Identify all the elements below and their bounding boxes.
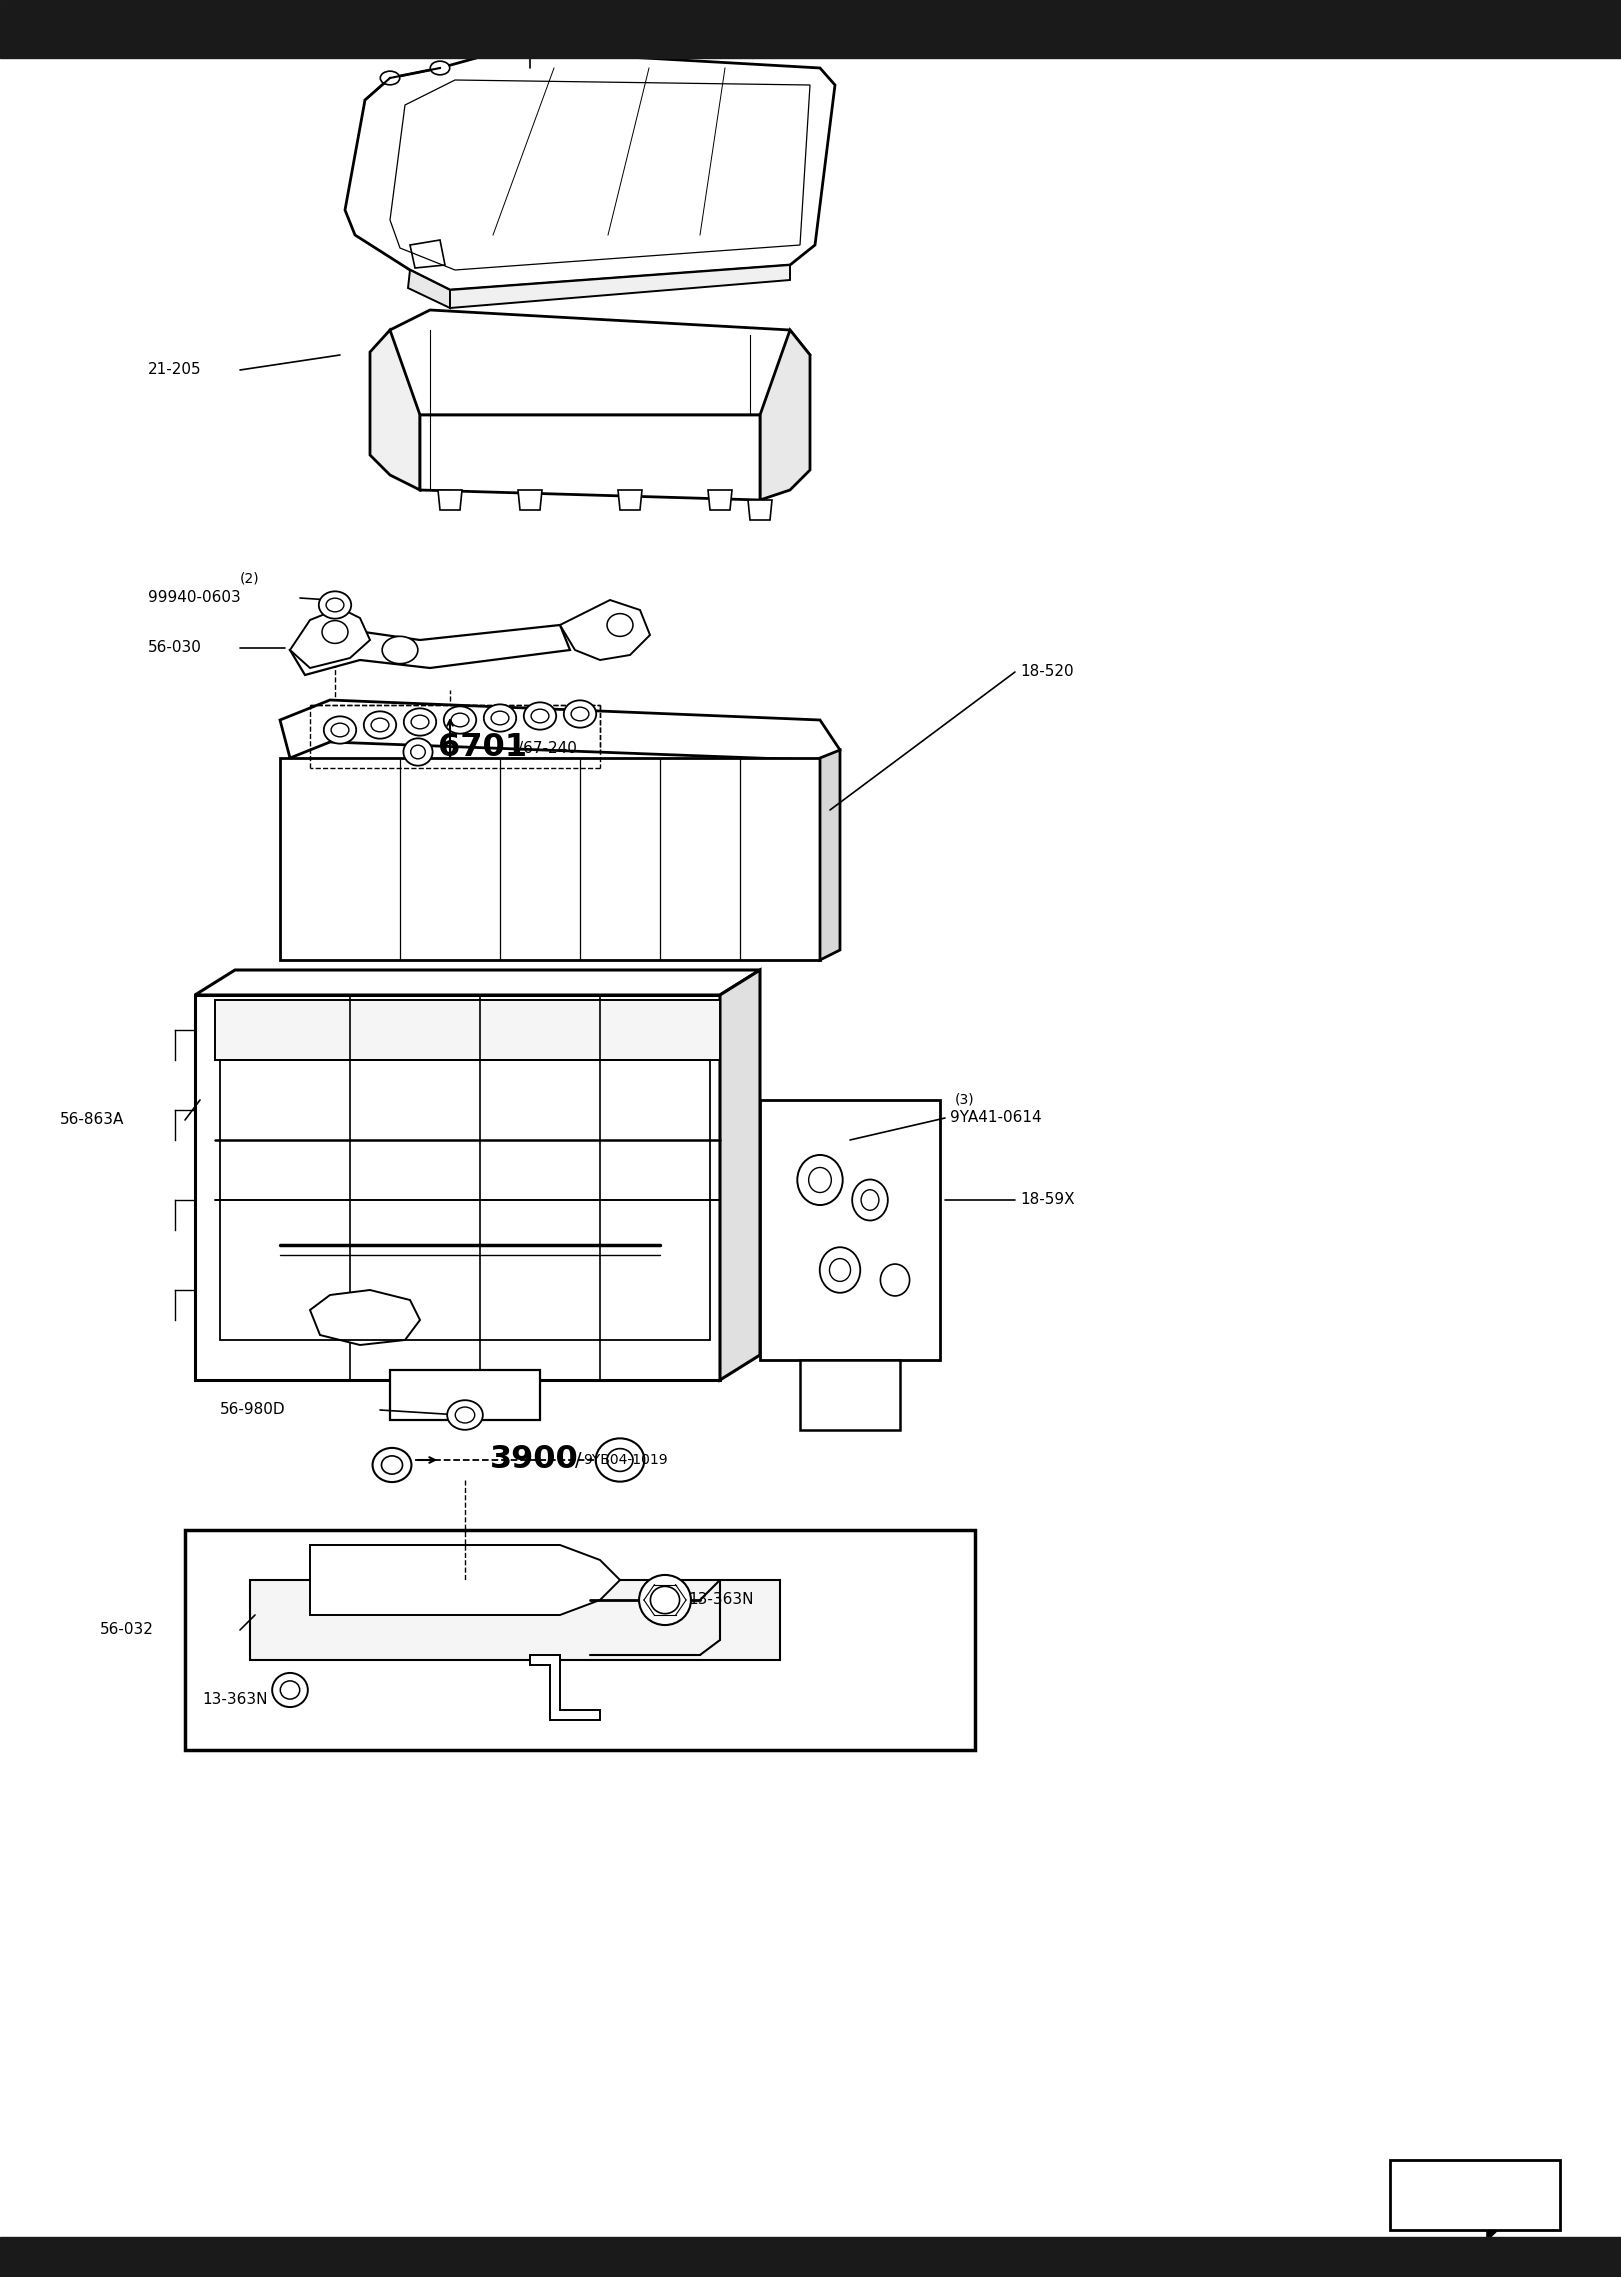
Polygon shape [519, 490, 541, 510]
Text: 13-363N: 13-363N [687, 1592, 754, 1608]
Ellipse shape [606, 613, 632, 635]
Ellipse shape [319, 592, 352, 619]
Text: 3900: 3900 [490, 1444, 579, 1475]
Bar [1389, 2161, 1559, 2229]
Polygon shape [708, 490, 733, 510]
Ellipse shape [491, 710, 509, 724]
Polygon shape [280, 699, 840, 770]
Ellipse shape [272, 1674, 308, 1708]
Polygon shape [820, 749, 840, 961]
Text: 56-032: 56-032 [101, 1624, 154, 1637]
Text: 56-863A: 56-863A [60, 1113, 125, 1127]
Ellipse shape [410, 745, 425, 758]
Ellipse shape [798, 1154, 843, 1205]
Text: 18-593: 18-593 [554, 34, 609, 50]
Polygon shape [310, 1546, 619, 1614]
Text: (2): (2) [240, 572, 259, 585]
Ellipse shape [383, 635, 418, 663]
Polygon shape [195, 970, 760, 995]
Polygon shape [280, 758, 820, 961]
Ellipse shape [595, 1439, 644, 1482]
Text: 18-59X: 18-59X [1020, 1193, 1075, 1207]
Ellipse shape [412, 715, 430, 729]
Polygon shape [451, 264, 789, 307]
Text: 9YA41-0614: 9YA41-0614 [950, 1111, 1042, 1125]
Ellipse shape [880, 1264, 909, 1296]
Ellipse shape [451, 713, 468, 726]
Ellipse shape [853, 1179, 888, 1220]
Polygon shape [391, 1371, 540, 1421]
Polygon shape [420, 414, 760, 501]
Ellipse shape [532, 708, 550, 722]
Ellipse shape [820, 1248, 861, 1293]
Polygon shape [408, 271, 451, 307]
Ellipse shape [323, 622, 349, 644]
Ellipse shape [430, 61, 449, 75]
Ellipse shape [483, 704, 515, 731]
Polygon shape [1397, 2163, 1527, 2241]
Ellipse shape [830, 1259, 851, 1282]
Polygon shape [370, 330, 420, 490]
Polygon shape [250, 1580, 780, 1660]
Bar [0, 0, 1621, 57]
Polygon shape [410, 239, 446, 269]
Polygon shape [801, 1359, 900, 1430]
Polygon shape [438, 490, 462, 510]
Ellipse shape [404, 738, 433, 765]
Polygon shape [530, 1655, 600, 1719]
Polygon shape [618, 490, 642, 510]
Ellipse shape [331, 724, 349, 738]
Polygon shape [720, 970, 760, 1380]
Polygon shape [559, 601, 650, 660]
Polygon shape [760, 1100, 940, 1359]
Ellipse shape [861, 1191, 879, 1211]
Text: /: / [575, 1450, 582, 1469]
Ellipse shape [606, 1448, 632, 1471]
Text: 56-030: 56-030 [148, 640, 203, 656]
Ellipse shape [809, 1168, 832, 1193]
Ellipse shape [447, 1400, 483, 1430]
Ellipse shape [280, 1680, 300, 1699]
Polygon shape [216, 1000, 720, 1061]
Polygon shape [747, 501, 772, 519]
Ellipse shape [326, 599, 344, 613]
Ellipse shape [524, 701, 556, 729]
Bar [0, 2236, 1621, 2277]
Polygon shape [760, 330, 810, 501]
Polygon shape [379, 310, 810, 414]
Ellipse shape [371, 717, 389, 731]
Polygon shape [290, 608, 370, 667]
Polygon shape [310, 1291, 420, 1346]
Polygon shape [290, 624, 571, 674]
Text: 9YB04-1019: 9YB04-1019 [584, 1453, 668, 1466]
Polygon shape [195, 995, 720, 1380]
Bar [185, 1530, 974, 1751]
Ellipse shape [650, 1587, 679, 1614]
Ellipse shape [324, 717, 357, 745]
Ellipse shape [444, 706, 477, 733]
Text: 99940-0603: 99940-0603 [148, 590, 242, 606]
Text: /67-240: /67-240 [519, 740, 577, 756]
Text: 18-520: 18-520 [1020, 665, 1073, 679]
Text: 56-980D: 56-980D [220, 1403, 285, 1419]
Ellipse shape [381, 71, 400, 84]
Ellipse shape [639, 1576, 691, 1626]
Ellipse shape [571, 708, 588, 722]
Text: (3): (3) [955, 1093, 974, 1107]
Ellipse shape [381, 1455, 402, 1473]
Text: 21-205: 21-205 [148, 362, 201, 378]
Ellipse shape [373, 1448, 412, 1482]
Ellipse shape [564, 701, 597, 729]
Text: FWD: FWD [1402, 2197, 1425, 2206]
Ellipse shape [404, 708, 436, 735]
Text: 13-363N: 13-363N [203, 1692, 267, 1708]
Ellipse shape [456, 1407, 475, 1423]
Text: 6701: 6701 [438, 733, 527, 763]
Polygon shape [345, 50, 835, 289]
Ellipse shape [363, 710, 396, 738]
